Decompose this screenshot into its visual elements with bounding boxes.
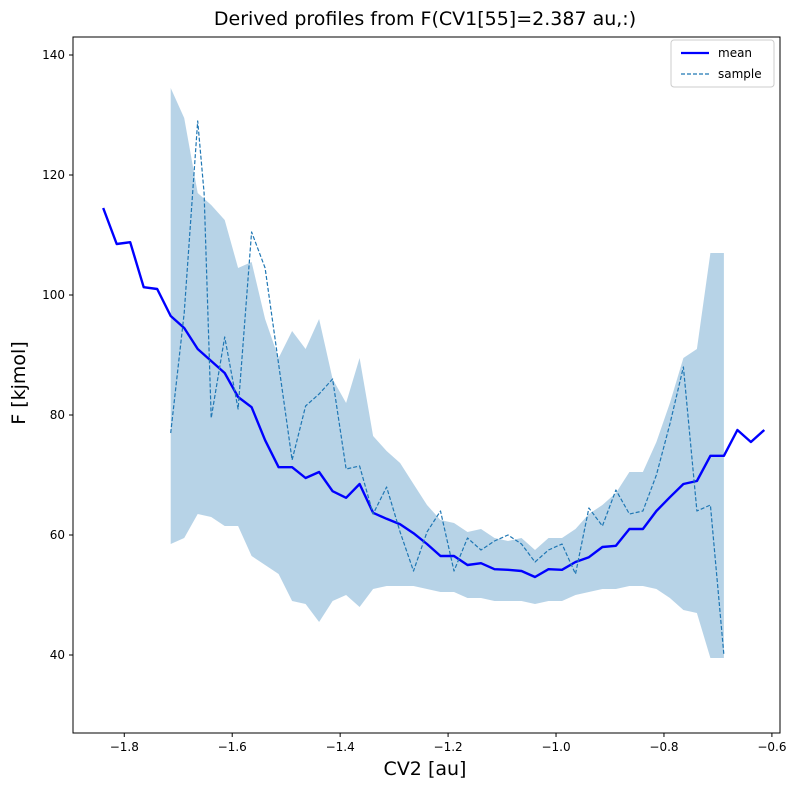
sample-line [170,120,725,656]
legend-mean-label: mean [718,46,752,60]
confidence-band [170,88,724,658]
x-tick-label: −1.2 [434,740,463,754]
legend: mean sample [670,39,775,88]
axes: −1.8 −1.6 −1.4 −1.2 −1.0 −0.8 −0.6 40 60 80 100 120… [42,36,786,754]
x-axis-label: CV2 [au] [384,758,467,780]
chart-title: Derived profiles from F(CV1[55]=2.387 au… [214,8,636,30]
x-tick-label: −1.6 [218,740,247,754]
legend-box [670,39,775,88]
x-tick-label: −1.0 [541,740,570,754]
x-tick-label: −0.6 [757,740,786,754]
x-tick-label: −0.8 [649,740,678,754]
plot-area [102,88,766,658]
x-tick-label: −1.4 [326,740,355,754]
y-tick-label: 120 [42,168,65,182]
x-tick-label: −1.8 [110,740,139,754]
y-axis-label: F [kjmol] [8,341,30,425]
y-tick-label: 140 [42,48,65,62]
y-tick-label: 60 [50,528,65,542]
mean-line [102,207,766,579]
y-tick-label: 100 [42,288,65,302]
y-tick-label: 80 [50,408,65,422]
legend-sample-label: sample [718,67,762,81]
y-tick-label: 40 [50,648,65,662]
axes-frame [72,36,781,734]
